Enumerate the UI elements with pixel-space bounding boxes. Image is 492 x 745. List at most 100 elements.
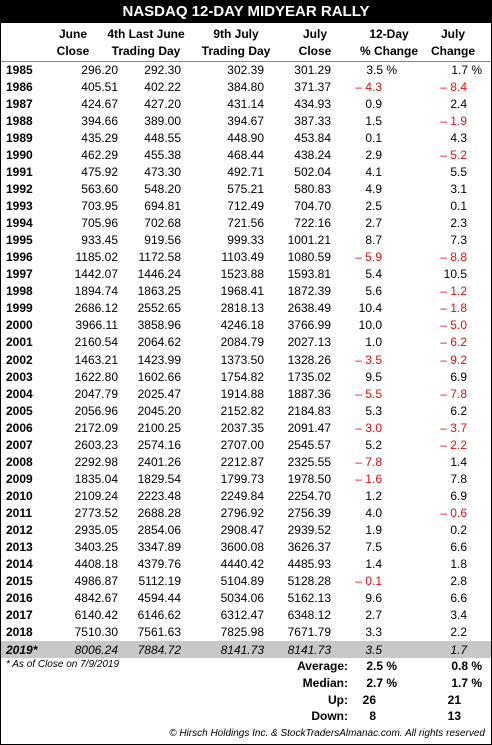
cell: 1.9 bbox=[365, 523, 382, 538]
cell: 0.9 bbox=[365, 96, 382, 111]
year: 1992 bbox=[6, 181, 33, 196]
cell: 2818.13 bbox=[220, 301, 264, 316]
stat-value: 1.7 % bbox=[451, 675, 482, 690]
cell: 1.7 % bbox=[451, 62, 482, 77]
year: 1985 bbox=[6, 62, 33, 77]
cell: 0.2 bbox=[450, 523, 467, 538]
year: 1986 bbox=[6, 79, 33, 94]
cell: 8141.73 bbox=[287, 642, 331, 657]
cell: 1602.66 bbox=[137, 369, 181, 384]
cell: 1735.02 bbox=[287, 369, 331, 384]
cell: 1799.73 bbox=[220, 471, 264, 486]
cell: 1863.25 bbox=[137, 284, 181, 299]
cell: 424.67 bbox=[81, 96, 118, 111]
stat-value: 8 bbox=[369, 709, 376, 724]
cell: 1185.02 bbox=[75, 250, 119, 265]
cell: 1.5 bbox=[365, 113, 382, 128]
cell: 575.21 bbox=[227, 181, 264, 196]
cell: – 0.1 bbox=[355, 574, 382, 589]
cell: 3403.25 bbox=[74, 540, 118, 555]
cell: 384.80 bbox=[227, 79, 264, 94]
cell: – 5.5 bbox=[355, 386, 382, 401]
column-header: Close bbox=[298, 44, 332, 58]
cell: – 8.8 bbox=[440, 250, 467, 265]
cell: 722.16 bbox=[294, 216, 331, 231]
cell: 2037.35 bbox=[220, 420, 264, 435]
year: 2019* bbox=[6, 642, 38, 657]
cell: 3600.08 bbox=[220, 540, 264, 555]
cell: 7671.79 bbox=[287, 625, 331, 640]
cell: 5.3 bbox=[365, 403, 382, 418]
cell: 3.4 bbox=[450, 608, 467, 623]
year: 2005 bbox=[6, 403, 33, 418]
cell: 394.67 bbox=[227, 113, 264, 128]
cell: 2045.20 bbox=[137, 403, 181, 418]
cell: 1103.49 bbox=[221, 250, 265, 265]
cell: 2223.48 bbox=[137, 489, 181, 503]
cell: 7.3 bbox=[450, 233, 467, 248]
cell: 8006.24 bbox=[74, 642, 118, 657]
year: 1987 bbox=[6, 96, 33, 111]
column-header: 9th July bbox=[213, 27, 259, 41]
year: 2007 bbox=[6, 437, 33, 452]
year: 1988 bbox=[6, 113, 33, 128]
cell: 5.4 bbox=[365, 267, 382, 282]
header-rule bbox=[1, 61, 491, 62]
cell: 2100.25 bbox=[137, 420, 181, 435]
year: 2001 bbox=[6, 335, 33, 350]
cell: 0.1 bbox=[365, 130, 382, 145]
cell: 2545.57 bbox=[287, 437, 331, 452]
year: 1997 bbox=[6, 267, 33, 282]
cell: 1.0 bbox=[365, 335, 382, 350]
cell: 2091.47 bbox=[287, 420, 331, 435]
cell: 2.9 bbox=[365, 147, 382, 162]
cell: 999.33 bbox=[227, 233, 264, 248]
cell: 3.1 bbox=[450, 181, 467, 196]
cell: 2064.62 bbox=[137, 335, 181, 350]
cell: 1.4 bbox=[450, 454, 467, 469]
cell: 702.68 bbox=[144, 216, 181, 231]
cell: 2.7 bbox=[365, 608, 382, 623]
cell: 2172.09 bbox=[74, 420, 118, 435]
cell: 435.29 bbox=[81, 130, 118, 145]
cell: 2686.12 bbox=[74, 301, 118, 316]
cell: 5.5 bbox=[450, 164, 467, 179]
year: 2000 bbox=[6, 318, 33, 333]
cell: 387.33 bbox=[294, 113, 331, 128]
cell: 2552.65 bbox=[137, 301, 181, 316]
cell: 4594.44 bbox=[137, 591, 181, 606]
cell: 1080.59 bbox=[287, 250, 331, 265]
cell: 6.9 bbox=[450, 489, 467, 503]
year: 2009 bbox=[6, 471, 33, 486]
cell: 704.70 bbox=[294, 198, 331, 213]
column-header: Close bbox=[56, 44, 90, 58]
cell: 1.4 bbox=[365, 557, 382, 572]
cell: 2638.49 bbox=[287, 301, 331, 316]
cell: 1894.74 bbox=[74, 284, 118, 299]
cell: 2773.52 bbox=[74, 506, 118, 521]
year: 1990 bbox=[6, 147, 33, 162]
cell: 4.9 bbox=[365, 181, 382, 196]
cell: 7884.72 bbox=[137, 642, 181, 657]
column-header: Trading Day bbox=[201, 44, 271, 58]
cell: 3.5 % bbox=[366, 62, 397, 77]
year: 2017 bbox=[6, 608, 33, 623]
cell: 4.3 bbox=[450, 130, 467, 145]
cell: 2109.24 bbox=[74, 489, 118, 503]
cell: 4986.87 bbox=[74, 574, 118, 589]
cell: 502.04 bbox=[294, 164, 331, 179]
cell: 6.2 bbox=[450, 403, 467, 418]
cell: 8141.73 bbox=[220, 642, 264, 657]
cell: 448.90 bbox=[227, 130, 264, 145]
cell: 1622.80 bbox=[74, 369, 118, 384]
stat-value: 2.5 % bbox=[366, 659, 397, 673]
cell: 9.6 bbox=[365, 591, 382, 606]
year: 2014 bbox=[6, 557, 33, 572]
cell: 548.20 bbox=[144, 181, 181, 196]
cell: 1978.50 bbox=[287, 471, 331, 486]
cell: 6.6 bbox=[450, 591, 467, 606]
cell: 1442.07 bbox=[74, 267, 118, 282]
cell: 7.8 bbox=[450, 471, 467, 486]
cell: 7510.30 bbox=[74, 625, 118, 640]
cell: 1523.88 bbox=[220, 267, 264, 282]
